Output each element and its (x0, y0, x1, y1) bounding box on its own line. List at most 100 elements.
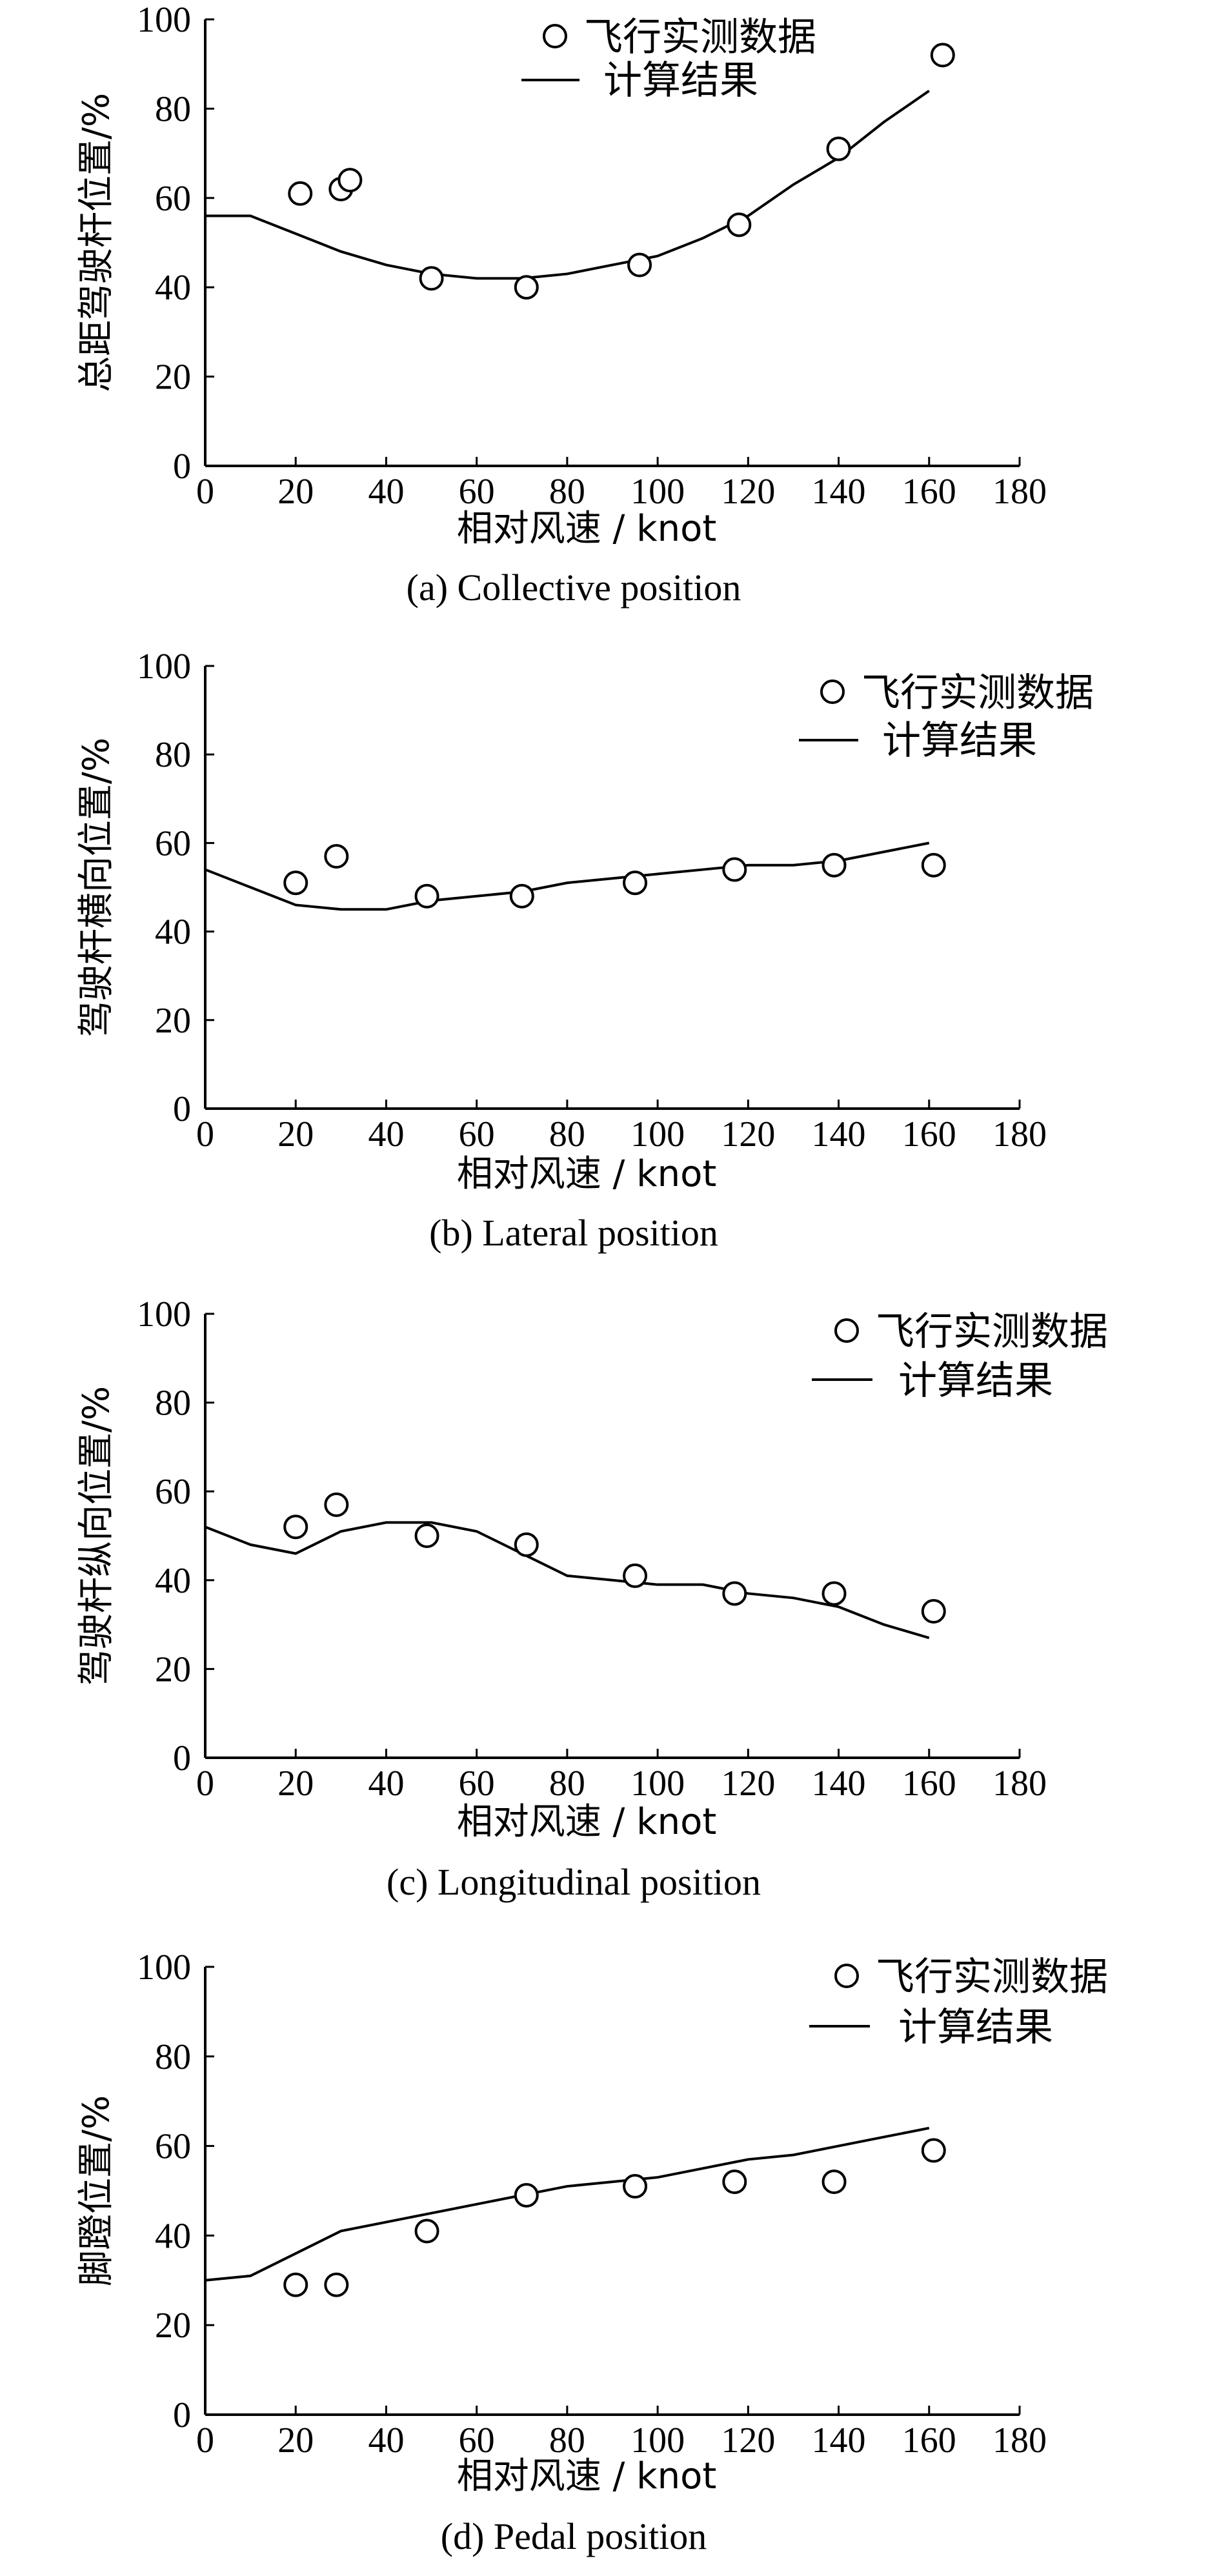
legend-marker-measured (543, 24, 567, 48)
data-point-measured (821, 852, 847, 878)
x-tick-label: 160 (902, 1114, 956, 1154)
y-tick-label: 0 (173, 2395, 191, 2435)
data-point-measured (288, 181, 313, 206)
x-tick-label: 80 (549, 2420, 585, 2460)
y-tick-label: 40 (155, 1561, 191, 1601)
x-tick-label: 180 (992, 2420, 1047, 2460)
x-tick-label: 160 (902, 2420, 956, 2460)
y-tick-label: 0 (173, 447, 191, 487)
data-point-measured (283, 870, 308, 896)
data-point-measured (419, 266, 444, 291)
data-point-measured (337, 168, 363, 193)
x-tick-label: 80 (549, 1114, 585, 1154)
y-tick-label: 40 (155, 2216, 191, 2256)
legend-label-computed: 计算结果 (882, 718, 1037, 763)
y-tick-label: 20 (155, 357, 191, 397)
x-tick-label: 0 (196, 2420, 214, 2460)
x-tick-label: 180 (992, 1764, 1047, 1804)
data-point-measured (727, 212, 752, 237)
chart-panel-1: 0 20 40 60 80 100 120 140 160 180020406080100相对风速… (76, 0, 1047, 609)
y-tick-label: 100 (137, 0, 191, 40)
x-tick-label: 20 (277, 472, 314, 512)
y-tick-label: 20 (155, 2306, 191, 2346)
legend-marker-measured (820, 679, 845, 704)
legend-label-computed: 计算结果 (898, 1358, 1053, 1404)
x-axis-label: 相对风速 / knot (457, 2455, 717, 2497)
y-axis-label: 脚蹬位置/% (76, 2095, 117, 2286)
data-point-measured (722, 1581, 747, 1606)
legend-label-measured: 飞行实测数据 (584, 15, 816, 60)
x-axis-label: 相对风速 / knot (457, 508, 717, 550)
x-tick-label: 80 (549, 1764, 585, 1804)
x-tick-label: 60 (459, 2420, 495, 2460)
chart-panel-2: 0 20 40 60 80 100 120 140 160 180020406080100相对风速… (76, 647, 1094, 1254)
y-tick-label: 40 (155, 912, 191, 952)
y-axis-label: 驾驶杆纵向位置/% (76, 1386, 117, 1685)
y-tick-label: 60 (155, 823, 191, 863)
x-tick-label: 120 (721, 1764, 775, 1804)
data-point-measured (623, 2174, 648, 2199)
data-point-measured (414, 883, 439, 909)
chart-caption: (d) Pedal position (441, 2515, 707, 2557)
x-tick-label: 0 (196, 1764, 214, 1804)
legend-label-computed: 计算结果 (603, 58, 758, 103)
data-point-measured (324, 843, 349, 869)
data-point-measured (324, 1492, 349, 1517)
y-tick-label: 60 (155, 1472, 191, 1512)
legend-label-computed: 计算结果 (898, 2005, 1053, 2050)
x-tick-label: 100 (630, 1764, 685, 1804)
data-point-measured (514, 1532, 539, 1557)
y-tick-label: 20 (155, 1001, 191, 1041)
data-point-measured (722, 2169, 747, 2195)
y-tick-label: 80 (155, 89, 191, 129)
data-point-measured (324, 2272, 349, 2297)
x-tick-label: 180 (992, 472, 1047, 512)
y-tick-label: 80 (155, 2037, 191, 2077)
data-point-measured (514, 275, 539, 300)
x-axis-label: 相对风速 / knot (457, 1153, 717, 1195)
chart-caption: (a) Collective position (407, 567, 741, 609)
chart-caption: (b) Lateral position (429, 1212, 718, 1254)
x-axis-label: 相对风速 / knot (457, 1801, 717, 1843)
legend-marker-measured (834, 1318, 859, 1343)
data-point-measured (283, 2272, 308, 2297)
y-tick-label: 80 (155, 1384, 191, 1424)
data-point-measured (930, 43, 955, 68)
data-point-measured (821, 2169, 847, 2195)
y-tick-label: 40 (155, 268, 191, 308)
x-tick-label: 40 (368, 1764, 404, 1804)
data-point-measured (826, 136, 851, 161)
x-tick-label: 20 (277, 1764, 314, 1804)
x-tick-label: 0 (196, 472, 214, 512)
x-tick-label: 120 (721, 472, 775, 512)
x-tick-label: 100 (630, 472, 685, 512)
series-line-computed (205, 841, 930, 911)
y-tick-label: 0 (173, 1089, 191, 1129)
y-axis-label: 总距驾驶杆位置/% (76, 93, 117, 392)
y-tick-label: 80 (155, 735, 191, 775)
y-tick-label: 20 (155, 1649, 191, 1689)
y-tick-label: 100 (137, 1294, 191, 1334)
data-point-measured (821, 1581, 847, 1606)
x-tick-label: 0 (196, 1114, 214, 1154)
x-tick-label: 60 (459, 1114, 495, 1154)
x-tick-label: 120 (721, 1114, 775, 1154)
y-tick-label: 60 (155, 2127, 191, 2167)
x-tick-label: 40 (368, 472, 404, 512)
x-tick-label: 40 (368, 1114, 404, 1154)
x-tick-label: 100 (630, 1114, 685, 1154)
legend-label-measured: 飞行实测数据 (876, 1309, 1108, 1354)
chart-panel-4: 0 20 40 60 80 100 120 140 160 180020406080100相对风速… (76, 1947, 1108, 2557)
legend-marker-measured (834, 1964, 859, 1988)
data-point-measured (514, 2182, 539, 2208)
series-line-computed (205, 1521, 930, 1640)
x-tick-label: 140 (812, 1764, 866, 1804)
legend-label-measured: 飞行实测数据 (861, 670, 1094, 716)
x-tick-label: 180 (992, 1114, 1047, 1154)
x-tick-label: 20 (277, 1114, 314, 1154)
data-point-measured (921, 1598, 946, 1624)
y-tick-label: 60 (155, 179, 191, 219)
data-point-measured (414, 1524, 439, 1548)
